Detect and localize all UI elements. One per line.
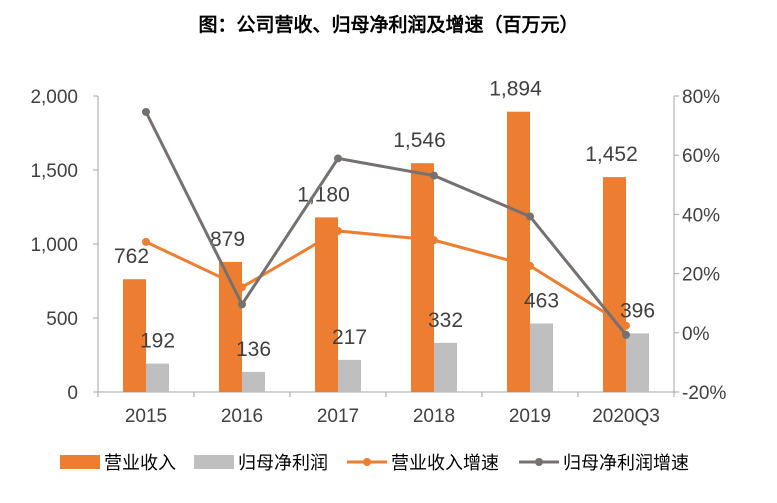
data-label: 217 xyxy=(332,326,367,349)
left-tick-label: 1,000 xyxy=(30,235,78,256)
data-label: 192 xyxy=(140,330,175,353)
data-label: 879 xyxy=(210,228,245,251)
data-label: 1,894 xyxy=(489,78,542,101)
x-tick-label: 2018 xyxy=(413,406,455,427)
point-营业收入增速 xyxy=(238,283,246,292)
x-tick-label: 2017 xyxy=(317,406,359,427)
x-tick-label: 2016 xyxy=(221,406,263,427)
data-label: 1,452 xyxy=(585,143,638,166)
data-label: 136 xyxy=(236,338,271,361)
legend-label: 归母净利润 xyxy=(238,453,328,473)
legend-label: 归母净利润增速 xyxy=(563,453,689,473)
right-tick-label: 0% xyxy=(682,324,710,345)
legend-swatch xyxy=(194,455,234,469)
x-tick-label: 2019 xyxy=(509,406,551,427)
left-tick-label: 2,000 xyxy=(30,87,78,108)
x-tick-label: 2015 xyxy=(125,406,167,427)
legend-marker xyxy=(535,458,543,466)
point-营业收入增速 xyxy=(430,236,438,245)
bar-营业收入 xyxy=(603,177,626,392)
bar-归母净利润 xyxy=(242,371,265,392)
legend-marker xyxy=(363,458,371,466)
bar-营业收入 xyxy=(411,163,434,392)
legend-swatch xyxy=(60,455,100,469)
right-tick-label: 40% xyxy=(682,205,720,226)
left-tick-label: 0 xyxy=(67,383,78,404)
bar-归母净利润 xyxy=(530,323,553,392)
point-归母净利润增速 xyxy=(142,107,150,116)
right-tick-label: 80% xyxy=(682,87,720,108)
point-营业收入增速 xyxy=(622,321,630,330)
right-tick-label: 20% xyxy=(682,265,720,286)
bar-营业收入 xyxy=(507,111,530,393)
right-tick-label: 60% xyxy=(682,146,720,167)
data-label: 332 xyxy=(428,309,463,332)
bar-营业收入 xyxy=(315,217,338,392)
data-label: 762 xyxy=(114,245,149,268)
point-归母净利润增速 xyxy=(334,154,342,163)
legend-label: 营业收入 xyxy=(104,453,176,473)
data-label: 463 xyxy=(524,289,559,312)
point-归母净利润增速 xyxy=(622,330,630,339)
line-归母净利润增速 xyxy=(144,111,628,336)
point-归母净利润增速 xyxy=(238,300,246,309)
data-label: 1,546 xyxy=(393,129,446,152)
point-营业收入增速 xyxy=(526,261,534,270)
point-营业收入增速 xyxy=(142,237,150,246)
bar-归母净利润 xyxy=(338,359,361,392)
left-tick-label: 1,500 xyxy=(30,161,78,182)
point-营业收入增速 xyxy=(334,226,342,235)
chart-title: 图：公司营收、归母净利润及增速（百万元） xyxy=(198,14,579,36)
point-归母净利润增速 xyxy=(526,212,534,221)
point-归母净利润增速 xyxy=(430,171,438,180)
bar-归母净利润 xyxy=(434,342,457,392)
x-tick-label: 2020Q3 xyxy=(592,406,660,427)
data-label: 1,180 xyxy=(297,183,350,206)
bar-归母净利润 xyxy=(626,333,649,392)
data-label: 396 xyxy=(620,299,655,322)
line-营业收入增速 xyxy=(145,229,627,327)
bar-营业收入 xyxy=(123,279,146,392)
bar-归母净利润 xyxy=(146,363,169,392)
right-tick-label: -20% xyxy=(682,383,726,404)
left-tick-label: 500 xyxy=(46,309,78,330)
legend-label: 营业收入增速 xyxy=(391,453,499,473)
